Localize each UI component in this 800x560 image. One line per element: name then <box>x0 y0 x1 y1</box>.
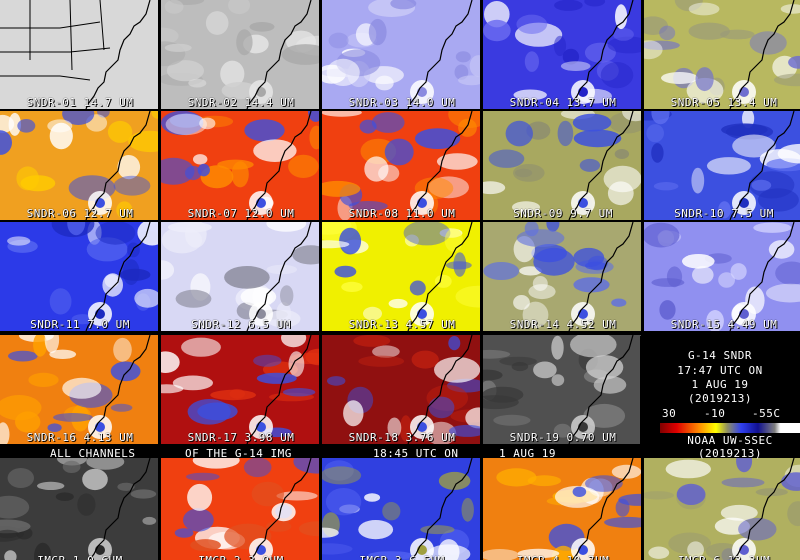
satellite-image <box>161 335 319 444</box>
channel-tile: IMGR-6 13.3UM <box>644 458 800 560</box>
channel-label: SNDR-18 3.76 UM <box>348 431 456 444</box>
satellite-image <box>322 335 480 444</box>
satellite-image <box>644 0 800 109</box>
satellite-image <box>644 111 800 220</box>
channel-tile: SNDR-03 14.0 UM <box>322 0 480 109</box>
channel-tile: SNDR-19 0.70 UM <box>483 335 641 444</box>
channel-label: IMGR-1 0.6UM <box>0 555 158 560</box>
satellite-image <box>0 222 158 331</box>
channel-tile: SNDR-11 7.0 UM <box>0 222 158 331</box>
channel-label: SNDR-16 4.13 UM <box>26 431 134 444</box>
channel-label: SNDR-02 14.4 UM <box>187 96 295 109</box>
caption-date: 1 AUG 19 <box>499 447 556 460</box>
satellite-image <box>483 111 641 220</box>
channel-tile: IMGR-3 6.5UM <box>322 458 480 560</box>
satellite-image <box>0 0 158 109</box>
channel-tile: SNDR-14 4.52 UM <box>483 222 641 331</box>
colorbar-tick-30: 30 <box>662 407 677 420</box>
julian-date-footer: (2019213) <box>697 447 763 460</box>
channel-label: IMGR-6 13.3UM <box>644 555 800 560</box>
satellite-image <box>483 335 641 444</box>
channel-label: SNDR-13 4.57 UM <box>348 318 456 331</box>
channel-tile: IMGR-1 0.6UM <box>0 458 158 560</box>
satellite-image <box>483 458 641 560</box>
channel-label: SNDR-04 13.7 UM <box>509 96 617 109</box>
satellite-image <box>483 222 641 331</box>
julian-date: (2019213) <box>687 392 753 405</box>
channel-tile: SNDR-16 4.13 UM <box>0 335 158 444</box>
channel-label: SNDR-10 7.5 UM <box>674 207 774 220</box>
channel-label: SNDR-06 12.7 UM <box>26 207 134 220</box>
channel-tile: SNDR-10 7.5 UM <box>644 111 800 220</box>
satellite-image <box>322 0 480 109</box>
caption-all-channels: ALL CHANNELS <box>50 447 136 460</box>
channel-tile: SNDR-15 4.49 UM <box>644 222 800 331</box>
channel-label: SNDR-11 7.0 UM <box>30 318 130 331</box>
channel-tile: IMGR-2 3.9UM <box>161 458 319 560</box>
channel-label: SNDR-07 12.0 UM <box>187 207 295 220</box>
channel-tile: SNDR-17 3.98 UM <box>161 335 319 444</box>
channel-tile: SNDR-09 9.7 UM <box>483 111 641 220</box>
channel-tile: SNDR-05 13.4 UM <box>644 0 800 109</box>
satellite-image <box>483 0 641 109</box>
satellite-image <box>161 222 319 331</box>
info-panel: G-14 SNDR 17:47 UTC ON 1 AUG 19 (2019213… <box>640 336 800 456</box>
obs-date: 1 AUG 19 <box>691 378 749 391</box>
channel-label: SNDR-05 13.4 UM <box>670 96 778 109</box>
channel-label: SNDR-09 9.7 UM <box>513 207 613 220</box>
channel-label: IMGR-4 10.7UM <box>483 555 641 560</box>
satellite-image <box>322 222 480 331</box>
organization-label: NOAA UW-SSEC <box>687 434 773 447</box>
channel-label: IMGR-3 6.5UM <box>322 555 480 560</box>
satellite-image <box>0 335 158 444</box>
satellite-image <box>0 111 158 220</box>
channel-tile: SNDR-13 4.57 UM <box>322 222 480 331</box>
channel-label: IMGR-2 3.9UM <box>161 555 319 560</box>
channel-label: SNDR-01 14.7 UM <box>26 96 134 109</box>
channel-label: SNDR-17 3.98 UM <box>187 431 295 444</box>
channel-label: SNDR-14 4.52 UM <box>509 318 617 331</box>
temperature-colorbar <box>660 423 800 433</box>
obs-time: 17:47 UTC ON <box>677 364 763 377</box>
channel-label: SNDR-03 14.0 UM <box>348 96 456 109</box>
channel-tile: SNDR-07 12.0 UM <box>161 111 319 220</box>
caption-of-the-img: OF THE G-14 IMG <box>185 447 292 460</box>
satellite-image <box>322 111 480 220</box>
channel-tile: SNDR-12 6.5 UM <box>161 222 319 331</box>
channel-tile: IMGR-4 10.7UM <box>483 458 641 560</box>
channel-label: SNDR-19 0.70 UM <box>509 431 617 444</box>
channel-tile: SNDR-01 14.7 UM <box>0 0 158 109</box>
satellite-image <box>644 458 800 560</box>
colorbar-tick-minus55: -55C <box>752 407 781 420</box>
caption-utc-time: 18:45 UTC ON <box>373 447 459 460</box>
channel-label: SNDR-08 11.0 UM <box>348 207 456 220</box>
satellite-image <box>161 458 319 560</box>
satellite-image <box>161 111 319 220</box>
channel-tile: SNDR-04 13.7 UM <box>483 0 641 109</box>
satellite-image <box>0 458 158 560</box>
satellite-name: G-14 SNDR <box>687 349 753 362</box>
channel-label: SNDR-15 4.49 UM <box>670 318 778 331</box>
satellite-image <box>161 0 319 109</box>
channel-tile: SNDR-18 3.76 UM <box>322 335 480 444</box>
satellite-image <box>322 458 480 560</box>
channel-tile: SNDR-06 12.7 UM <box>0 111 158 220</box>
channel-tile: SNDR-02 14.4 UM <box>161 0 319 109</box>
channel-tile: SNDR-08 11.0 UM <box>322 111 480 220</box>
channel-label: SNDR-12 6.5 UM <box>191 318 291 331</box>
colorbar-tick-minus10: -10 <box>704 407 726 420</box>
satellite-image <box>644 222 800 331</box>
